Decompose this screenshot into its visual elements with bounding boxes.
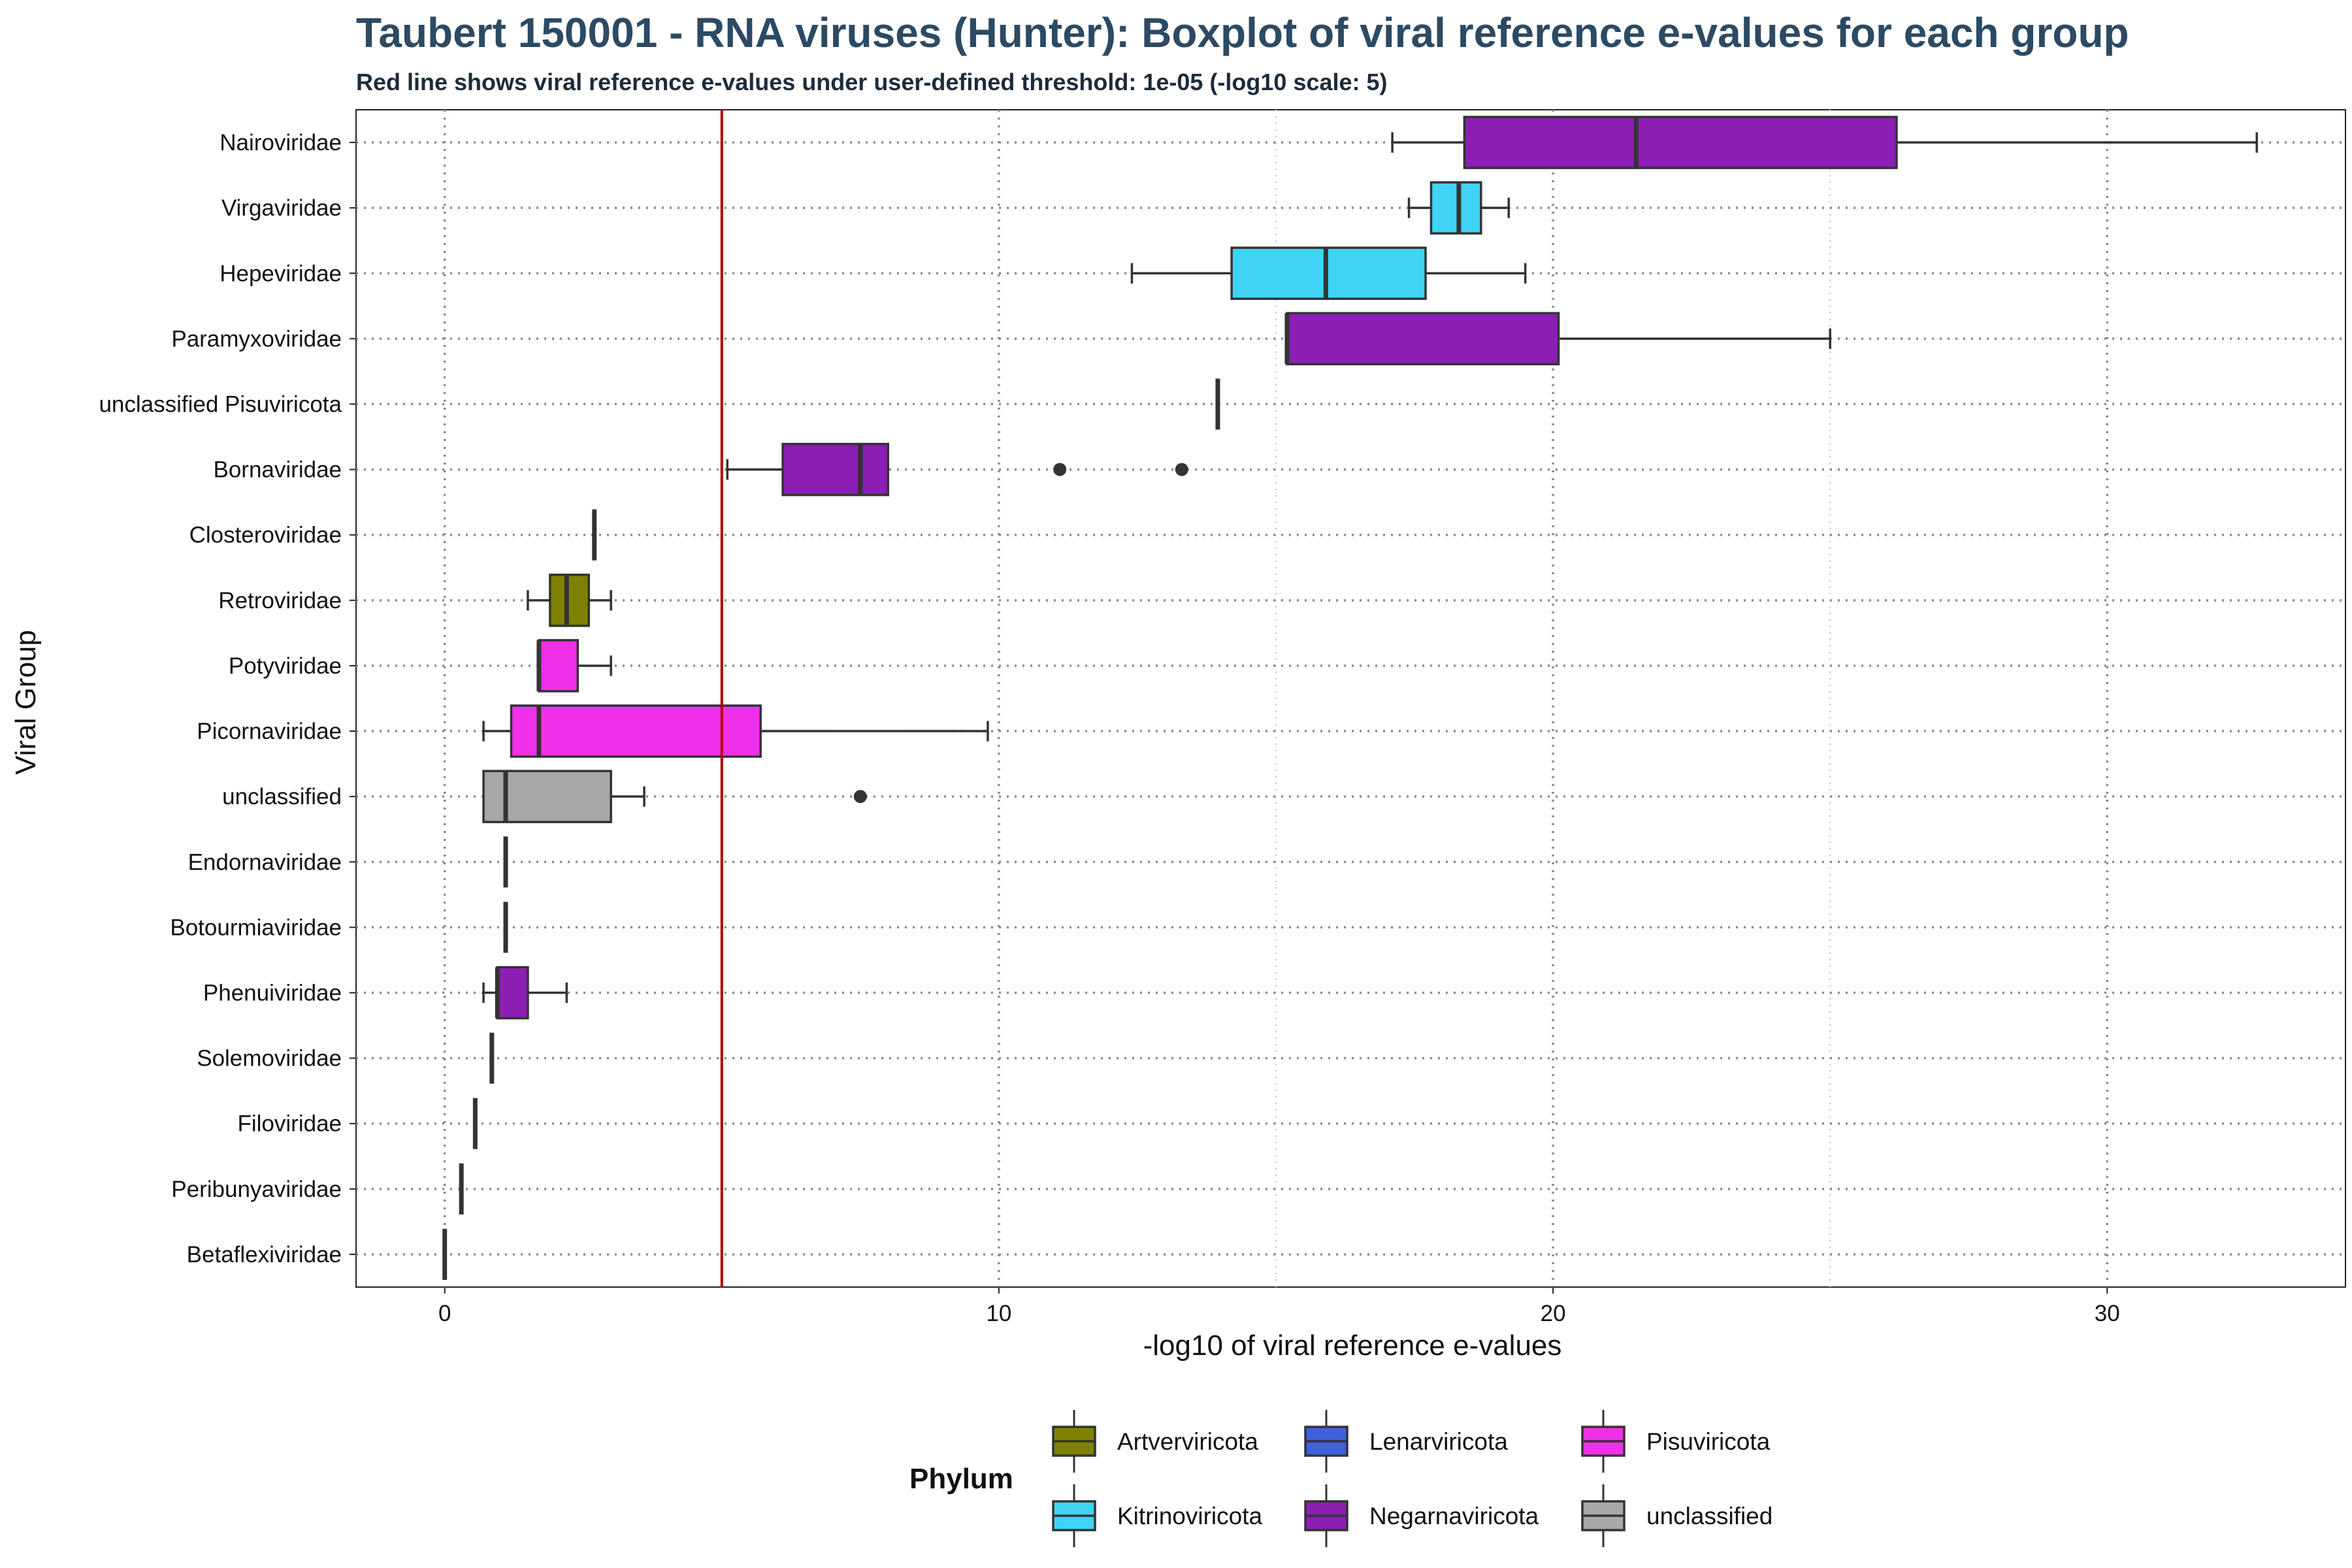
outlier-point: [1175, 463, 1188, 476]
x-tick-label: 0: [438, 1301, 451, 1326]
plot-area: Nairoviridae Virgaviridae Hepeviridae Param…: [99, 109, 2346, 1326]
legend-label: Pisuviricota: [1646, 1428, 1771, 1455]
iqr-box: [482, 770, 612, 823]
chart-subtitle: Red line shows viral reference e-values …: [356, 69, 1388, 95]
y-tick-label: unclassified Pisuviricota: [99, 392, 342, 417]
y-tick-label: Botourmiaviridae: [170, 915, 342, 940]
box-paramyxoviridae: [1284, 312, 1831, 366]
legend: Phylum Artverviricota Lenarviricota Pisuvi…: [909, 1410, 1772, 1547]
y-tick-label: Endornaviridae: [188, 849, 342, 875]
y-tick-label: Closteroviridae: [189, 523, 342, 548]
iqr-box: [496, 966, 529, 1020]
iqr-box: [1230, 246, 1427, 301]
y-tick-label: Filoviridae: [238, 1111, 342, 1137]
box-picornaviridae: [482, 704, 989, 758]
legend-label: Negarnaviricota: [1369, 1503, 1539, 1529]
legend-label: Artverviricota: [1117, 1428, 1258, 1455]
plot-border: [355, 109, 2346, 1288]
iqr-box: [1429, 181, 1482, 235]
y-tick-label: Potyviridae: [229, 653, 342, 679]
legend-item-kitrinoviricota: Kitrinoviricota: [1052, 1484, 1262, 1547]
legend-title: Phylum: [909, 1463, 1013, 1495]
box-nairoviridae: [1391, 116, 2259, 169]
box-hepeviridae: [1130, 246, 1527, 301]
legend-item-negarnaviricota: Negarnaviricota: [1304, 1484, 1539, 1547]
box-bornaviridae: [726, 442, 1188, 497]
legend-item-lenarviricota: Lenarviricota: [1304, 1410, 1508, 1473]
box-potyviridae: [536, 639, 612, 693]
y-axis-title: Viral Group: [10, 630, 42, 775]
x-tick-label: 30: [2095, 1301, 2120, 1326]
iqr-box: [781, 442, 890, 497]
y-tick-label: Hepeviridae: [220, 261, 342, 286]
iqr-box: [1286, 312, 1560, 366]
outlier-point: [1053, 463, 1067, 476]
iqr-box: [1463, 116, 1898, 169]
box-unclassified: [482, 770, 867, 823]
y-tick-label: unclassified: [222, 784, 342, 809]
legend-item-pisuviricota: Pisuviricota: [1581, 1410, 1771, 1473]
chart-title: Taubert 150001 - RNA viruses (Hunter): B…: [356, 9, 2129, 56]
y-tick-label: Phenuiviridae: [203, 981, 342, 1006]
y-tick-label: Paramyxoviridae: [171, 326, 342, 351]
y-tick-label: Picornaviridae: [197, 719, 342, 744]
y-tick-label: Peribunyaviridae: [171, 1177, 342, 1202]
y-tick-label: Retroviridae: [218, 588, 342, 613]
box-phenuiviridae: [482, 966, 568, 1020]
iqr-box: [510, 704, 762, 758]
y-tick-label: Solemoviridae: [197, 1046, 342, 1071]
x-axis-title: -log10 of viral reference e-values: [1143, 1330, 1562, 1362]
legend-label: unclassified: [1646, 1503, 1772, 1529]
outlier-point: [853, 790, 867, 804]
iqr-box: [538, 639, 580, 693]
iqr-box: [549, 574, 590, 627]
y-tick-label: Bornaviridae: [214, 457, 342, 483]
legend-label: Kitrinoviricota: [1117, 1503, 1262, 1529]
y-tick-label: Nairoviridae: [220, 130, 342, 155]
box-retroviridae: [527, 574, 612, 627]
box-virgaviridae: [1407, 181, 1510, 235]
x-tick-label: 20: [1541, 1301, 1566, 1326]
y-tick-label: Virgaviridae: [221, 195, 342, 221]
legend-item-artverviricota: Artverviricota: [1052, 1410, 1258, 1473]
y-tick-label: Betaflexiviridae: [187, 1242, 342, 1267]
legend-label: Lenarviricota: [1369, 1428, 1508, 1455]
legend-item-unclassified: unclassified: [1581, 1484, 1772, 1547]
x-tick-label: 10: [986, 1301, 1011, 1326]
